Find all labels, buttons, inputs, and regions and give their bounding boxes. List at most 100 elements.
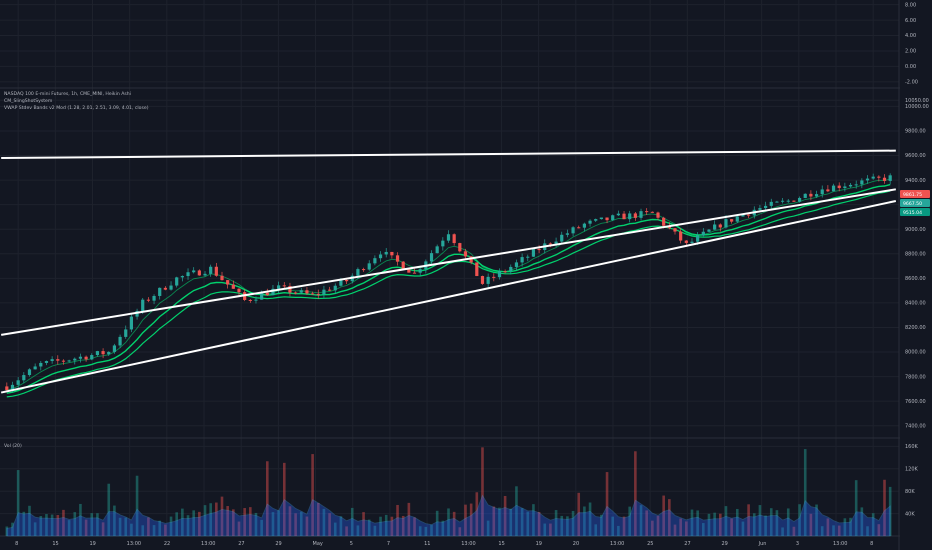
- volume-bar: [249, 507, 252, 536]
- candle: [384, 248, 388, 258]
- legend-study-vwap[interactable]: VWAP Stdev Bands v2 Mod (1.28, 2.01, 2.5…: [4, 105, 149, 111]
- candle: [22, 372, 26, 384]
- volume-bar: [747, 504, 750, 536]
- candle: [673, 228, 677, 235]
- candle-body: [50, 359, 54, 362]
- time-tick-label: 8: [870, 541, 873, 547]
- volume-bar: [730, 518, 733, 536]
- candle: [814, 190, 819, 198]
- candle: [84, 355, 88, 362]
- volume-bar: [713, 512, 716, 536]
- time-tick-label: 7: [387, 541, 390, 547]
- volume-bar: [101, 522, 105, 536]
- candle: [803, 193, 807, 199]
- candle: [560, 231, 564, 244]
- volume-bar: [639, 505, 643, 536]
- legend-volume[interactable]: Vol (20): [4, 443, 22, 449]
- candle-body: [231, 284, 235, 289]
- candle-body: [758, 208, 762, 210]
- candle-body: [429, 253, 434, 262]
- time-tick-label: 11: [424, 541, 430, 547]
- candle: [509, 264, 513, 275]
- candle: [441, 237, 445, 251]
- candle: [305, 287, 309, 295]
- candle-body: [299, 290, 303, 293]
- candle-body: [475, 262, 479, 277]
- price-tag-last: 9861.75: [900, 190, 930, 198]
- candle-body: [395, 255, 400, 262]
- legend-symbol[interactable]: NASDAQ 100 E-mini Futures, 1h, CME_MINI,…: [4, 91, 131, 97]
- candle-body: [378, 254, 383, 259]
- candle: [854, 180, 858, 189]
- candle-body: [265, 292, 269, 296]
- candle-body: [390, 251, 394, 256]
- candle-body: [763, 205, 768, 209]
- candle-body: [588, 220, 592, 224]
- trendline-3[interactable]: [0, 200, 897, 394]
- candle-body: [537, 249, 541, 251]
- candle: [146, 297, 150, 303]
- candle-body: [565, 233, 570, 235]
- candle: [605, 217, 609, 224]
- volume-bar: [124, 517, 128, 536]
- volume-bar: [617, 525, 620, 536]
- time-axis-labels: 8 15 19 13:00 22 13:00 27 29 May 5 7 11 13:00 15 19 20 1…: [15, 541, 873, 547]
- candle: [288, 282, 292, 297]
- candle-body: [311, 293, 315, 295]
- time-tick-label: 22: [164, 541, 170, 547]
- candle-body: [95, 351, 100, 356]
- time-tick-label: 15: [498, 541, 504, 547]
- candle-body: [560, 234, 564, 242]
- candle-body: [503, 271, 507, 273]
- trendlines[interactable]: [0, 149, 897, 394]
- volume-bar: [645, 510, 648, 536]
- volume-bar: [5, 526, 9, 536]
- candle-body: [78, 356, 83, 359]
- volume-bar: [781, 527, 784, 536]
- volume-bar: [107, 483, 111, 536]
- volume-bar: [164, 524, 167, 536]
- volume-bar: [696, 510, 699, 536]
- candle: [877, 175, 881, 182]
- candle-body: [56, 359, 60, 361]
- volume-bar: [577, 492, 581, 536]
- candle: [390, 251, 394, 259]
- candle: [367, 260, 371, 271]
- time-tick-label: 19: [90, 541, 96, 547]
- candle-body: [220, 275, 224, 281]
- candle-body: [169, 285, 173, 290]
- price-axis[interactable]: [900, 0, 932, 550]
- volume-bar: [849, 517, 852, 536]
- volume-bar: [571, 510, 575, 536]
- candle: [152, 294, 156, 305]
- volume-bar: [651, 520, 654, 536]
- candle: [124, 325, 128, 339]
- candle: [401, 261, 405, 270]
- candle: [826, 185, 830, 193]
- volume-bar: [11, 522, 14, 536]
- candle-body: [616, 213, 620, 216]
- candle: [747, 214, 751, 219]
- trendline-2[interactable]: [1, 188, 896, 336]
- time-tick-label: Jun: [758, 541, 767, 547]
- volume-bar: [33, 522, 37, 536]
- trendline-1[interactable]: [1, 149, 896, 159]
- candle-body: [146, 299, 150, 301]
- volume-bar: [299, 511, 303, 536]
- candle-body: [322, 289, 326, 295]
- candle-body: [101, 351, 105, 355]
- candle-body: [39, 362, 43, 367]
- candle: [112, 343, 117, 354]
- candle: [254, 296, 258, 304]
- candle-body: [61, 360, 66, 362]
- volume-bar: [305, 516, 309, 536]
- candle: [294, 291, 298, 295]
- legend-study-slingshot[interactable]: CM_SlingShotSystem: [4, 98, 53, 104]
- candle: [95, 350, 100, 357]
- candle: [277, 281, 281, 294]
- time-tick-label: 13:00: [610, 541, 624, 547]
- volume-bar: [113, 505, 116, 536]
- candle-body: [271, 288, 275, 296]
- volume-bar: [288, 506, 292, 536]
